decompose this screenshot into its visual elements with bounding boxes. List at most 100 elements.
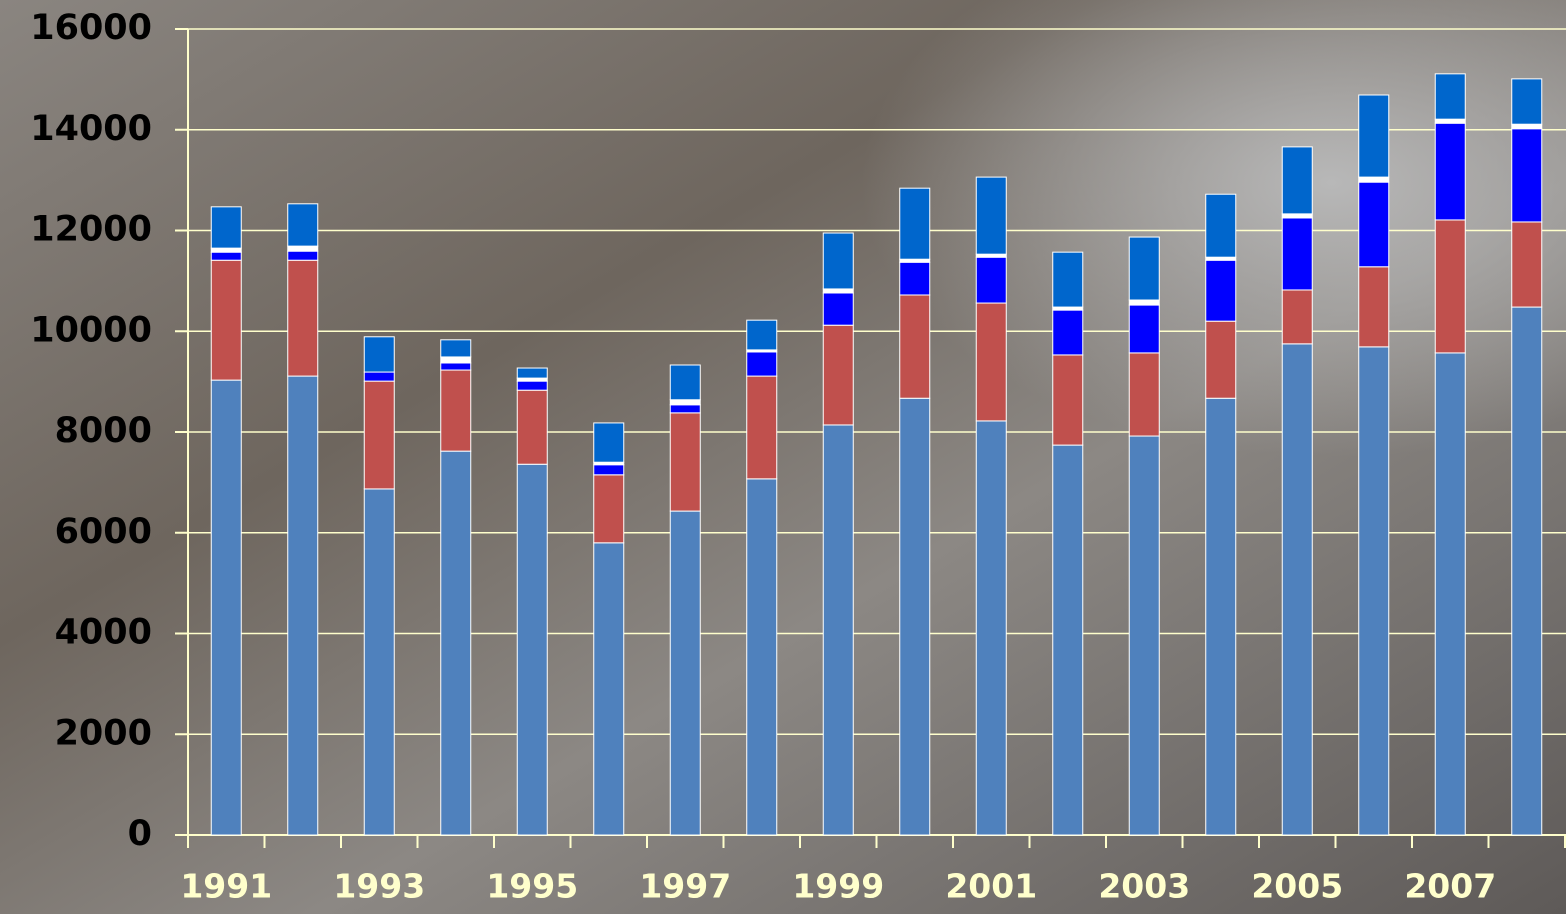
bar-segment: [747, 352, 777, 376]
bar-segment: [976, 421, 1006, 835]
chart: 0200040006000800010000120001400016000199…: [0, 0, 1566, 914]
bar-segment: [594, 543, 624, 835]
bar-segment: [1512, 222, 1542, 307]
bar-segment: [976, 257, 1006, 303]
bar-segment: [823, 233, 853, 289]
bar-segment: [211, 207, 241, 248]
bar-segment: [1206, 260, 1236, 321]
bar-segment: [364, 489, 394, 835]
bar-segment: [1129, 237, 1159, 300]
x-tick-label: 1993: [333, 867, 425, 906]
y-tick-label: 2000: [55, 713, 152, 753]
bar-segment: [1435, 123, 1465, 220]
bar-segment: [823, 325, 853, 425]
bar-segment: [594, 423, 624, 462]
bar-segment: [288, 260, 318, 376]
bar-segment: [1359, 95, 1389, 177]
bar-segment: [288, 251, 318, 260]
bar-segment: [1435, 119, 1465, 123]
y-tick-label: 16000: [30, 8, 152, 48]
bar-segment: [288, 204, 318, 246]
bar-segment: [1282, 214, 1312, 218]
bar-segment: [211, 248, 241, 252]
page: {"chart_data": {"type": "stacked-bar", "…: [0, 0, 1566, 914]
bar-segment: [900, 295, 930, 398]
x-tick-label: 1999: [792, 867, 884, 906]
bar-segment: [1359, 177, 1389, 182]
y-tick-label: 0: [128, 814, 152, 854]
bar-segment: [1282, 290, 1312, 344]
bar-segment: [1206, 321, 1236, 398]
bar-segment: [594, 475, 624, 543]
bar-segment: [1512, 129, 1542, 222]
bar-segment: [1053, 355, 1083, 445]
x-tick-label: 2005: [1251, 867, 1343, 906]
bar-segment: [823, 293, 853, 325]
bar-segment: [517, 381, 547, 390]
bar-segment: [594, 465, 624, 475]
bar-segment: [211, 380, 241, 835]
bar-segment: [1512, 79, 1542, 124]
bar-segment: [288, 246, 318, 251]
bar-segment: [670, 400, 700, 405]
bar-segment: [441, 340, 471, 357]
bar-segment: [1206, 194, 1236, 257]
bar-segment: [1282, 218, 1312, 290]
bar-segment: [976, 303, 1006, 421]
x-tick-label: 1991: [180, 867, 272, 906]
bar-segment: [211, 260, 241, 380]
bar-segment: [670, 365, 700, 400]
bar-segment: [670, 413, 700, 511]
x-tick-label: 2003: [1098, 867, 1190, 906]
bar-segment: [670, 511, 700, 835]
y-tick-label: 10000: [30, 310, 152, 350]
y-tick-label: 4000: [55, 613, 152, 653]
bar-segment: [1512, 307, 1542, 835]
bar-segment: [1435, 220, 1465, 353]
bar-segment: [1359, 267, 1389, 347]
bar-segment: [441, 451, 471, 835]
bar-segment: [900, 262, 930, 295]
bar-segment: [517, 464, 547, 835]
bar-segment: [1435, 353, 1465, 835]
bar-segment: [976, 177, 1006, 254]
bar-segment: [364, 337, 394, 372]
bar-segment: [900, 188, 930, 259]
bar-segment: [747, 320, 777, 350]
bar-segment: [364, 372, 394, 381]
bar-segment: [747, 479, 777, 835]
bar-segment: [441, 357, 471, 363]
bar-segment: [1129, 353, 1159, 436]
bar-segment: [441, 370, 471, 451]
y-tick-label: 14000: [30, 109, 152, 149]
bar-segment: [1053, 252, 1083, 307]
bar-segment: [517, 368, 547, 378]
bar-segment: [747, 376, 777, 479]
bar-segment: [1129, 300, 1159, 305]
bar-segment: [1206, 398, 1236, 835]
bar-segment: [441, 363, 471, 370]
y-tick-label: 8000: [55, 411, 152, 451]
bar-segment: [1282, 147, 1312, 214]
bar-segment: [670, 405, 700, 413]
bar-segment: [1359, 347, 1389, 835]
bar-segment: [1282, 344, 1312, 835]
x-tick-label: 1995: [486, 867, 578, 906]
bar-segment: [900, 398, 930, 835]
bar-segment: [211, 252, 241, 260]
x-tick-label: 1997: [639, 867, 731, 906]
bar-segment: [1053, 310, 1083, 355]
y-tick-label: 6000: [55, 512, 152, 552]
bar-segment: [1053, 445, 1083, 835]
bar-segment: [364, 381, 394, 489]
bar-segment: [823, 425, 853, 835]
x-tick-label: 2007: [1404, 867, 1496, 906]
bar-segment: [1129, 305, 1159, 353]
bar-segment: [1512, 124, 1542, 129]
bar-segment: [288, 376, 318, 835]
bar-segment: [517, 390, 547, 464]
bar-segment: [1129, 436, 1159, 835]
bar-segment: [1359, 182, 1389, 267]
bar-segment: [823, 289, 853, 293]
bar-segment: [1435, 74, 1465, 119]
